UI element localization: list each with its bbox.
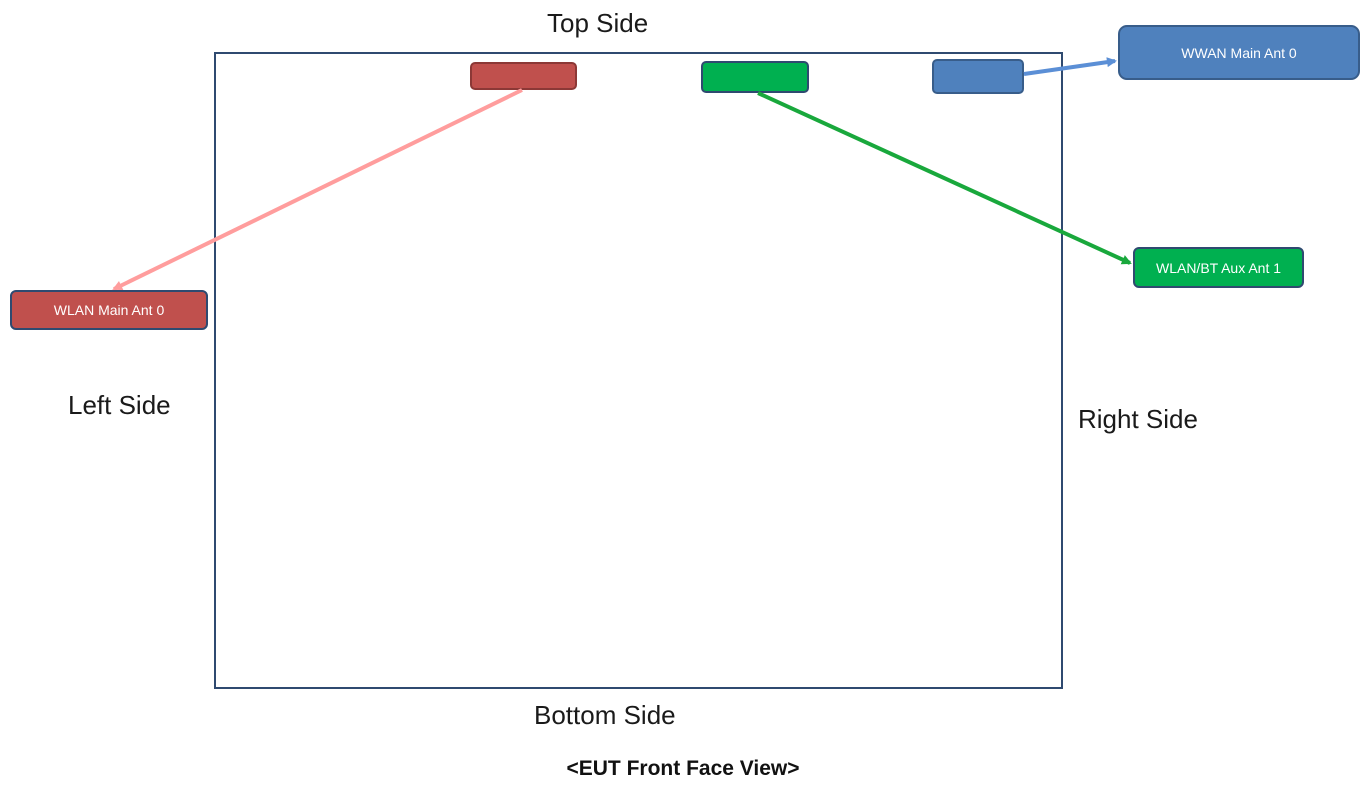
wwan-main-ant-0-label: WWAN Main Ant 0 (1181, 44, 1297, 61)
wlan-main-arrow (112, 88, 523, 291)
figure-caption: <EUT Front Face View> (566, 757, 800, 780)
wwan-main-arrow (1023, 57, 1117, 76)
left-side-label: Left Side (68, 390, 171, 420)
wlan-main-ant-0-callout: WLAN Main Ant 0 (10, 290, 208, 330)
wlan-main-antenna-block (470, 62, 577, 90)
wwan-main-ant-0-callout: WWAN Main Ant 0 (1118, 25, 1360, 80)
wwan-main-antenna-block (932, 59, 1024, 94)
wlan-bt-aux-ant-1-callout: WLAN/BT Aux Ant 1 (1133, 247, 1304, 288)
wlan-bt-aux-antenna-block (701, 61, 809, 93)
wlan-main-ant-0-label: WLAN Main Ant 0 (53, 302, 165, 318)
wlan-bt-aux-ant-1-label: WLAN/BT Aux Ant 1 (1155, 259, 1282, 276)
right-side-label: Right Side (1078, 404, 1198, 434)
top-side-label: Top Side (547, 8, 649, 38)
wlan-bt-aux-arrow (757, 91, 1132, 265)
bottom-side-label: Bottom Side (534, 700, 676, 730)
eut-device-outline (214, 52, 1063, 689)
